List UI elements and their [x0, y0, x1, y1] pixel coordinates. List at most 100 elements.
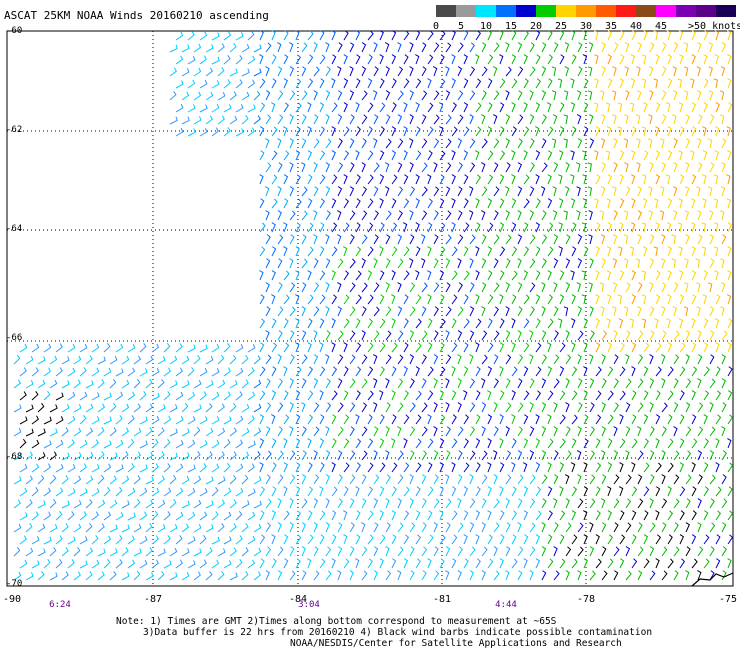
wind-barb: [415, 558, 421, 569]
wind-barb: [331, 150, 336, 161]
wind-barb: [241, 427, 250, 437]
wind-barb: [151, 392, 160, 401]
wind-barb: [175, 511, 184, 521]
wind-barb: [25, 572, 34, 581]
wind-barb: [409, 402, 416, 413]
wind-barb: [649, 522, 656, 533]
wind-barb: [475, 270, 480, 281]
wind-barb: [415, 462, 422, 473]
wind-barb: [289, 402, 294, 413]
wind-barb: [193, 355, 201, 365]
wind-barb: [127, 559, 136, 569]
wind-barb: [289, 306, 296, 317]
wind-barb: [409, 90, 414, 101]
wind-barb: [271, 174, 278, 185]
wind-barb: [295, 222, 301, 233]
wind-barb: [427, 366, 434, 377]
wind-barb: [618, 486, 624, 497]
wind-barb: [331, 390, 338, 401]
wind-barb: [529, 234, 536, 245]
wind-barb: [481, 234, 487, 245]
wind-barb: [205, 44, 214, 53]
wind-barb: [211, 487, 219, 497]
wind-barb: [181, 355, 190, 365]
wind-barb: [391, 390, 396, 401]
wind-barb: [691, 486, 697, 497]
wind-barb: [253, 523, 262, 533]
wind-barb: [481, 114, 486, 125]
wind-barb: [517, 426, 523, 437]
wind-barb: [575, 162, 581, 173]
wind-barb: [199, 344, 208, 353]
wind-barb: [349, 546, 355, 557]
wind-barb: [307, 438, 312, 449]
wind-barb: [319, 126, 326, 137]
wind-barb: [97, 403, 106, 413]
wind-barb: [415, 486, 421, 497]
wind-barb: [523, 510, 529, 521]
wind-barb: [559, 126, 565, 137]
wind-barb: [517, 90, 523, 101]
wind-barb: [169, 499, 177, 509]
wind-barb: [541, 354, 548, 365]
wind-barb: [313, 330, 318, 341]
wind-barb: [313, 402, 320, 413]
wind-barb: [493, 570, 500, 581]
wind-barb: [613, 498, 620, 509]
wind-barb: [727, 486, 733, 497]
wind-barb: [641, 78, 647, 89]
wind-barb: [713, 246, 719, 257]
wind-barb: [313, 66, 320, 77]
wind-barb: [493, 282, 500, 293]
wind-barb: [547, 558, 554, 569]
wind-barb: [115, 391, 124, 401]
wind-barb: [582, 30, 587, 41]
wind-barb: [708, 66, 713, 77]
wind-barb: [529, 426, 535, 437]
wind-barb: [589, 354, 594, 365]
wind-barb: [265, 522, 271, 533]
wind-barb: [145, 499, 154, 509]
wind-barb: [271, 78, 277, 89]
wind-barb: [205, 67, 214, 77]
wind-barb: [552, 210, 558, 221]
wind-barb: [581, 294, 587, 305]
wind-barb: [187, 79, 196, 89]
wind-barb: [445, 354, 452, 365]
wind-barb: [577, 426, 582, 437]
wind-barb: [433, 426, 438, 437]
wind-barb: [601, 570, 608, 581]
wind-barb: [463, 438, 469, 449]
wind-barb: [691, 438, 698, 449]
wind-barb: [403, 126, 408, 137]
wind-barb: [91, 367, 100, 377]
wind-barb: [499, 390, 505, 401]
wind-barb: [563, 306, 569, 317]
wind-barb: [703, 54, 708, 65]
wind-barb: [505, 306, 510, 317]
wind-barb: [211, 343, 220, 353]
wind-barb: [205, 91, 214, 101]
wind-barb: [697, 138, 702, 149]
wind-barb: [709, 522, 716, 533]
wind-barb: [265, 66, 270, 77]
wind-barb: [223, 560, 232, 569]
wind-barb: [67, 559, 75, 569]
wind-barb: [577, 570, 582, 581]
wind-barb: [511, 486, 517, 497]
wind-barb: [109, 475, 117, 485]
wind-barb: [612, 282, 618, 293]
wind-barb: [307, 558, 312, 569]
wind-barb: [265, 378, 271, 389]
wind-barb: [415, 534, 422, 545]
wind-barb: [678, 30, 684, 41]
wind-barb: [55, 510, 63, 521]
wind-speed-colorbar: 0 5 10 15 20 25 30 35 40 45 >50 knots: [433, 5, 740, 35]
wind-barb: [295, 342, 300, 353]
wind-barb: [661, 402, 668, 413]
wind-barb: [391, 270, 396, 281]
wind-barb: [691, 414, 697, 425]
wind-barb: [547, 78, 553, 89]
wind-barb: [463, 318, 470, 329]
wind-barb: [313, 210, 318, 221]
